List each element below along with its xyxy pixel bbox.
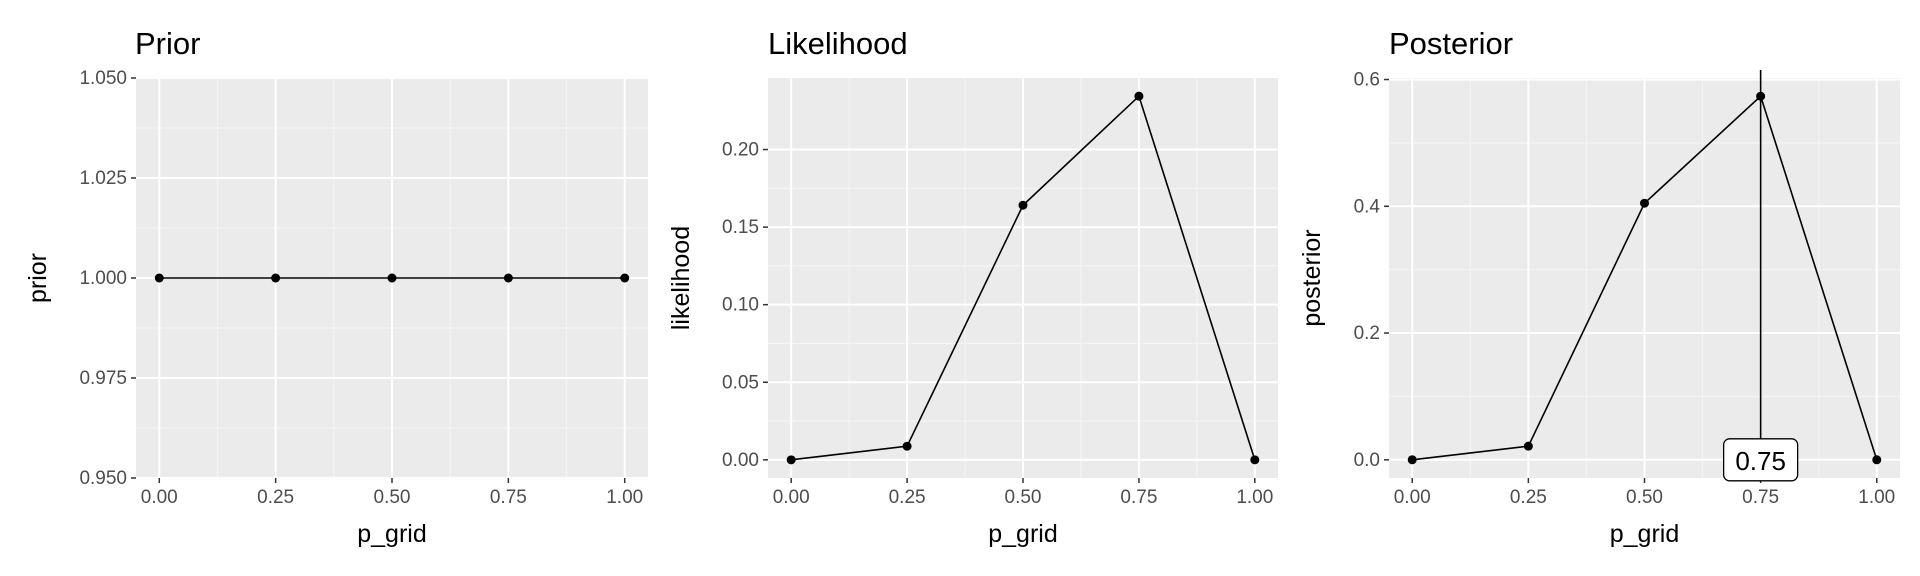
y-tick-label: 0.950 xyxy=(79,468,127,489)
panel-title: Prior xyxy=(135,26,200,61)
vline-label: 0.75 xyxy=(1722,438,1799,482)
data-point xyxy=(1523,441,1533,451)
y-tick-label: 0.0 xyxy=(1354,450,1380,471)
y-tick-label: 0.975 xyxy=(79,368,127,389)
data-point xyxy=(786,455,796,465)
vline-label-box xyxy=(1722,438,1799,482)
data-point xyxy=(387,273,397,283)
y-tick-label: 0.2 xyxy=(1354,323,1380,344)
data-point xyxy=(1018,200,1028,210)
data-point xyxy=(620,273,630,283)
x-tick-label: 0.75 xyxy=(1120,487,1157,508)
data-point xyxy=(1407,455,1417,465)
x-tick-label: 1.00 xyxy=(606,487,643,508)
data-point xyxy=(154,273,164,283)
x-tick-label: 0.25 xyxy=(257,487,294,508)
x-tick-label: 1.00 xyxy=(1236,487,1273,508)
panel-likelihood: 0.00 0.25 0.50 0.75 1.00 0.00 0.05 0.10 0.15 0.20… xyxy=(667,26,1278,548)
y-tick-label: 0.6 xyxy=(1354,70,1380,91)
data-point xyxy=(1872,455,1882,465)
y-axis-label: prior xyxy=(24,253,52,303)
y-tick-label: 1.050 xyxy=(79,68,127,89)
y-axis-label: posterior xyxy=(1298,229,1326,326)
y-tick-label: 0.20 xyxy=(722,140,759,161)
y-axis-label: likelihood xyxy=(667,226,695,330)
y-tick-label: 0.4 xyxy=(1354,196,1381,217)
panel-title: Posterior xyxy=(1389,26,1513,61)
y-tick-label: 1.025 xyxy=(79,168,127,189)
data-point xyxy=(902,441,912,451)
x-tick-label: 0.50 xyxy=(1626,487,1663,508)
panel-title: Likelihood xyxy=(768,26,908,61)
x-tick-label: 0.00 xyxy=(1394,487,1431,508)
y-tick-label: 0.00 xyxy=(722,450,759,471)
data-point xyxy=(1250,455,1260,465)
x-tick-label: 0.50 xyxy=(1005,487,1042,508)
x-tick-label: 0.75 xyxy=(490,487,527,508)
y-tick-label: 1.000 xyxy=(79,268,127,289)
x-axis-label: p_grid xyxy=(1610,520,1680,548)
x-tick-label: 0.00 xyxy=(141,487,178,508)
data-point xyxy=(271,273,281,283)
data-point xyxy=(1756,91,1766,101)
y-tick-label: 0.05 xyxy=(722,372,759,393)
x-tick-label: 0.25 xyxy=(889,487,926,508)
data-point xyxy=(1134,91,1144,101)
y-tick-label: 0.15 xyxy=(722,217,759,238)
vline-label-text: 0.75 xyxy=(1735,446,1786,476)
x-axis-label: p_grid xyxy=(357,520,427,548)
panel-posterior: 0.00 0.25 0.50 0.75 1.00 0.0 0.2 0.4 0.6 Posterio… xyxy=(1298,26,1900,548)
x-tick-label: 0.25 xyxy=(1510,487,1547,508)
panel-prior: 0.00 0.25 0.50 0.75 1.00 0.950 0.975 1.000 1.025… xyxy=(24,26,648,548)
data-point xyxy=(503,273,513,283)
x-axis-label: p_grid xyxy=(988,520,1058,548)
x-tick-label: 0.75 xyxy=(1742,487,1779,508)
x-tick-label: 0.50 xyxy=(374,487,411,508)
x-tick-label: 0.00 xyxy=(773,487,810,508)
data-point xyxy=(1640,198,1649,208)
y-tick-label: 0.10 xyxy=(722,295,759,316)
x-tick-label: 1.00 xyxy=(1858,487,1895,508)
